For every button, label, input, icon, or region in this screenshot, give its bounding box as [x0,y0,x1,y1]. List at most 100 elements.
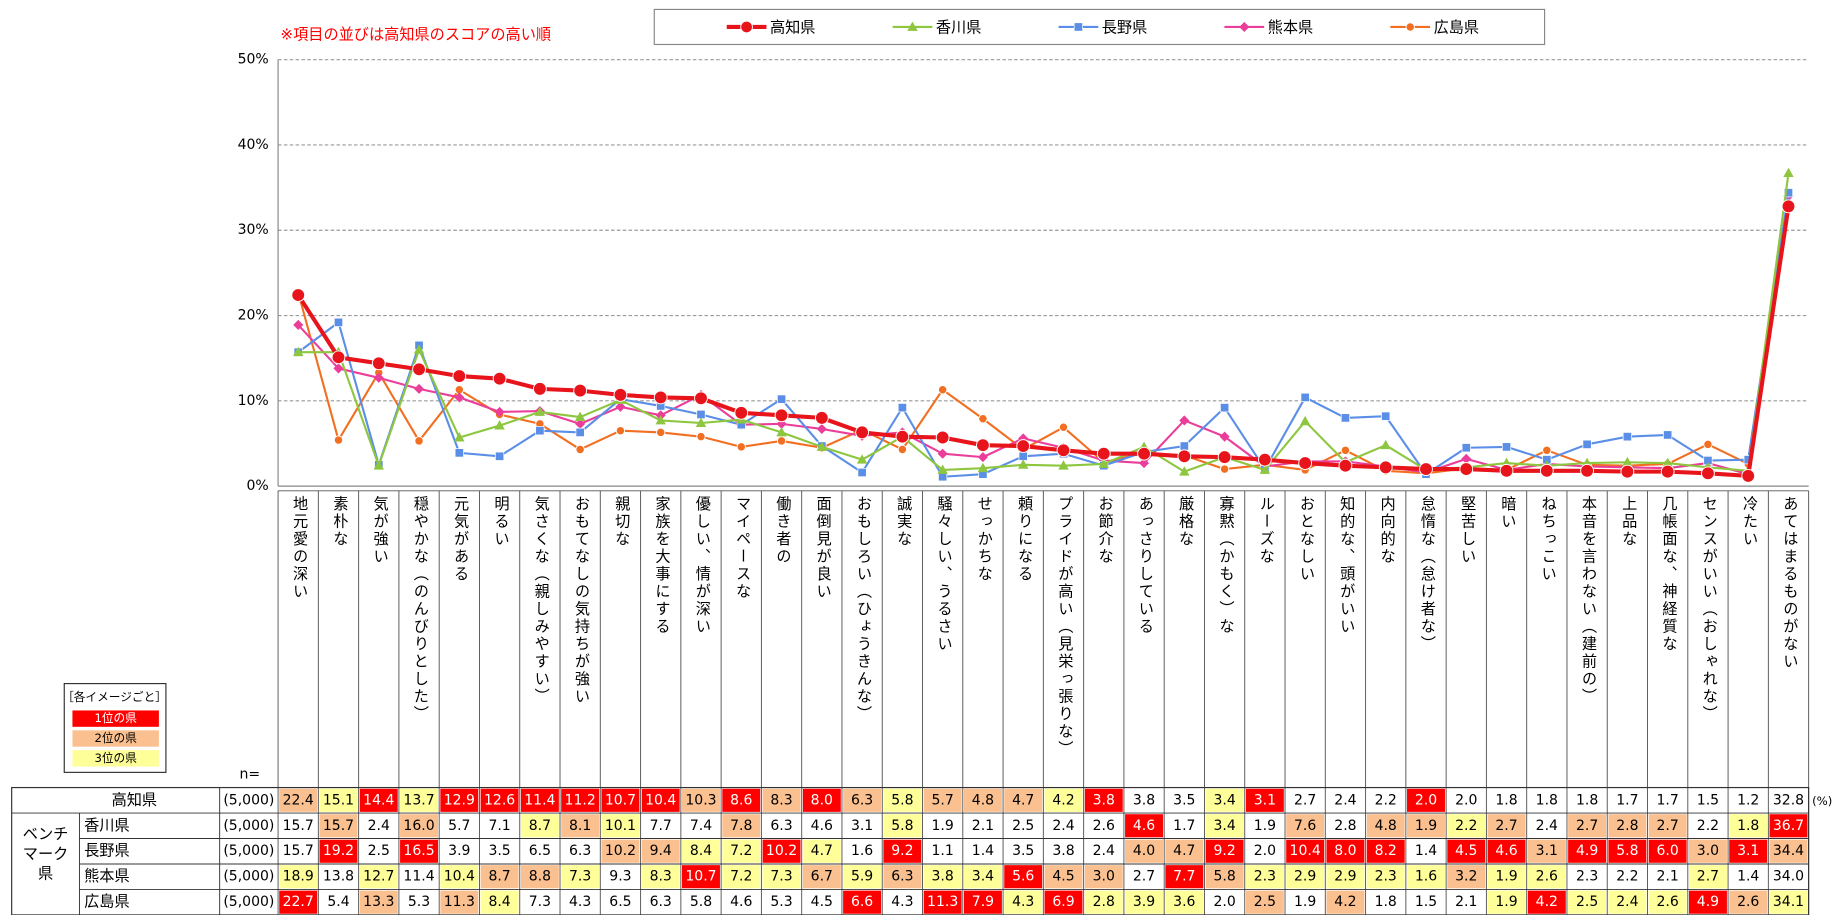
table-value: 3.8 [932,869,954,885]
rank-cell [1527,890,1566,914]
data-point [1056,443,1071,458]
table-value: 6.5 [529,843,551,859]
rank-cell [440,865,479,889]
category-label-box: おもてなしの気持ちが強い [571,495,589,705]
category-label-box: 騒々しい、うるさい [934,495,952,653]
data-point [1461,443,1471,453]
table-value: 1.8 [1495,792,1517,808]
data-point [1580,463,1594,478]
table-value: 1.9 [1415,818,1437,834]
data-point [331,350,346,365]
category-label-box: 知的な、頭がいい [1337,495,1355,635]
data-point [1219,464,1230,474]
table-value: 4.6 [811,818,833,834]
y-tick-label: 40% [238,137,269,153]
table-value: 8.8 [529,869,551,885]
table-value: 1.2 [1737,792,1759,808]
data-point [414,436,424,446]
data-point [1378,460,1393,475]
data-point [695,417,707,427]
table-value: 4.3 [569,894,591,910]
table-value: 3.6 [1173,894,1195,910]
rank-cell [923,865,962,889]
data-point [373,372,384,383]
unit-label: (%) [1812,794,1832,808]
rank-cell [480,865,519,889]
rank-cell [923,788,962,812]
table-value: 2.6 [1536,869,1558,885]
table-value: 11.2 [565,792,596,808]
category-label: 堅苦しい [1457,495,1476,566]
data-point [1499,463,1514,478]
data-point [1259,464,1271,474]
table-value: 4.0 [1133,843,1155,859]
table-value: 11.3 [927,894,958,910]
category-label: 内向的な [1376,495,1395,566]
data-point [656,427,666,438]
rank-cell [682,788,720,812]
data-point [1542,445,1552,455]
table-value: 3.9 [1133,894,1155,910]
table-value: 8.7 [488,869,510,885]
data-point [937,464,948,474]
table-value: 2.2 [1616,869,1638,885]
data-point [615,401,626,412]
row-label: 長野県 [84,842,130,860]
rank-cell [1125,890,1164,914]
data-point [1340,445,1351,455]
table-value: 10.3 [685,792,716,808]
category-label: おとなしい [1296,495,1314,584]
data-point [696,409,706,420]
table-value: 5.3 [770,894,792,910]
category-label-box: せっかちな [974,495,992,583]
rank-cell [843,865,882,889]
table-value: 5.6 [1012,869,1034,885]
y-tick-label: 30% [238,222,269,238]
rank-cell [400,814,439,838]
rank-cell [1729,890,1768,914]
table-value: 1.9 [1294,894,1316,910]
rank-cell [1648,814,1687,838]
table-value: 2.7 [1133,869,1155,885]
rank-cell [319,814,358,838]
table-value: 1.7 [1657,792,1679,808]
data-point [373,460,384,470]
data-point [1217,450,1232,465]
table-value: 10.7 [605,792,636,808]
rank-cell [1084,788,1123,812]
row-n: (5,000) [223,792,274,808]
table-value: 7.3 [770,869,792,885]
table-value: 7.6 [1294,818,1316,834]
table-value: 22.4 [283,792,314,808]
rank-cell [1447,865,1486,889]
table-value: 1.8 [1536,792,1558,808]
table-value: 12.6 [484,792,515,808]
data-point [532,382,547,396]
category-label-box: 気が強い [370,495,388,565]
data-point [293,319,304,330]
group-label-box: ベンチマーク県 [23,826,69,883]
category-label-box: 堅苦しい [1457,495,1476,566]
table-value: 4.5 [811,894,833,910]
data-point [816,423,827,435]
legend-label: 熊本県 [1268,19,1314,37]
rank-cell [601,814,640,838]
category-label-box: 親切な [612,495,630,548]
rank-cell [400,788,439,812]
table-value: 2.6 [1737,894,1759,910]
rank-cell [1366,865,1405,889]
table-value: 2.9 [1334,869,1356,885]
category-label: あっさりしている [1135,495,1153,636]
data-point [855,425,869,440]
data-point [736,442,746,452]
legend-marker [1405,22,1415,32]
data-point [1419,462,1433,476]
category-label-box: あっさりしている [1135,495,1153,636]
table-value: 7.7 [650,818,672,834]
rank-cell [1004,865,1043,889]
rank-cell [440,890,479,914]
table-value: 1.1 [932,843,954,859]
rank-cell [1568,839,1607,863]
table-value: 10.4 [444,869,475,885]
category-label-box: 本音を言わない（建前の） [1578,495,1596,705]
